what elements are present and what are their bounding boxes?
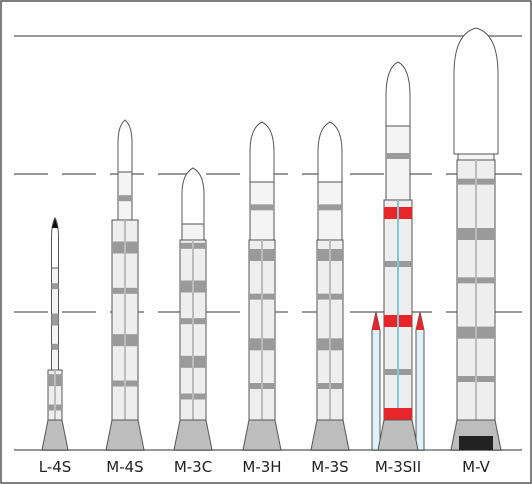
rocket-name: M-3SII [375, 458, 421, 476]
nose-cone [182, 168, 204, 224]
center-stripe [475, 160, 477, 420]
rocket-diagram: L-4S M-4S M-3C M-3H M-3S M-3SII M-V [0, 0, 532, 484]
band [52, 283, 59, 289]
band [118, 195, 132, 201]
nose-cone [250, 122, 274, 182]
upper-stage [458, 154, 494, 160]
rocket [451, 28, 501, 450]
page: {"rockets": ["L-4S", "M-4S", "M-3C", "M-… [0, 0, 532, 484]
band [386, 153, 410, 159]
rocket-name: M-3S [311, 458, 348, 476]
upper-stage [386, 126, 410, 200]
skirt [243, 420, 281, 450]
center-stripe [397, 200, 399, 420]
rocket-name: M-3C [174, 458, 212, 476]
nose-cone [454, 28, 498, 154]
body: L-4SM-4SM-3CM-3HM-3SM-3SIIM-V (() => { c… [0, 0, 532, 484]
booster [372, 312, 380, 450]
nose-cone [386, 62, 410, 126]
center-stripe [192, 240, 194, 420]
rocket-name: M-3H [242, 458, 281, 476]
band [52, 344, 59, 350]
nose-cone [118, 120, 132, 172]
rocket-name: M-V [462, 458, 490, 476]
upper-stage [250, 182, 274, 240]
nozzle [459, 436, 493, 450]
upper-stage [318, 182, 342, 240]
center-stripe [124, 220, 126, 420]
band [250, 204, 274, 210]
skirt [311, 420, 349, 450]
band [318, 204, 342, 210]
booster [416, 312, 424, 450]
nose-cone [318, 122, 342, 182]
upper-stage [182, 224, 204, 240]
skirt [174, 420, 212, 450]
skirt [378, 420, 418, 450]
skirt [106, 420, 144, 450]
rocket-name: M-4S [106, 458, 143, 476]
center-stripe [54, 370, 56, 420]
band [52, 314, 59, 326]
center-stripe [329, 240, 331, 420]
rocket-name: L-4S [39, 458, 72, 476]
center-stripe [261, 240, 263, 420]
